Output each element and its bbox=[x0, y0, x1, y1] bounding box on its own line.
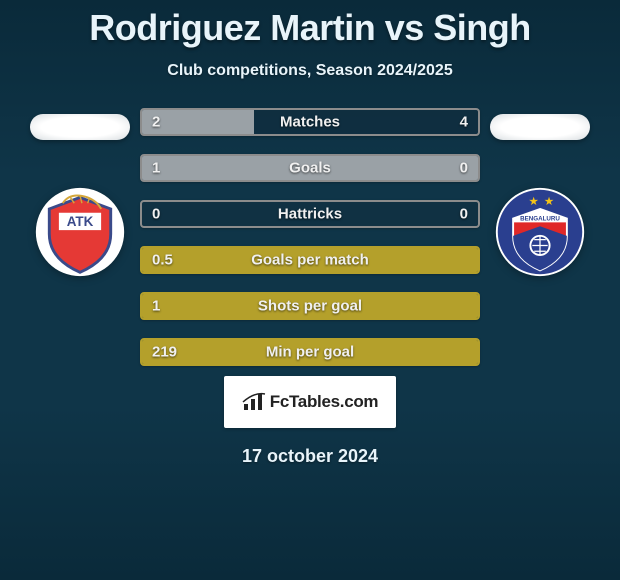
chart-area: ATK 2 4 Matches 1 0 Goals 0 0 Hattricks 0.5 Goals … bbox=[0, 108, 620, 366]
stat-value-left: 1 bbox=[152, 297, 160, 314]
bars-container: 2 4 Matches 1 0 Goals 0 0 Hattricks 0.5 Goals per … bbox=[140, 108, 480, 366]
stat-label: Goals bbox=[289, 159, 331, 176]
stat-row: 0.5 Goals per match bbox=[140, 246, 480, 274]
stat-label: Matches bbox=[280, 113, 340, 130]
stat-value-left: 1 bbox=[152, 159, 160, 176]
right-side: ★ ★ BENGALURU bbox=[480, 108, 600, 280]
stat-value-left: 0.5 bbox=[152, 251, 173, 268]
infographic-root: Rodriguez Martin vs Singh Club competiti… bbox=[0, 0, 620, 580]
chart-icon bbox=[242, 392, 266, 412]
page-title: Rodriguez Martin vs Singh bbox=[89, 8, 531, 48]
pill-right bbox=[490, 114, 590, 140]
stat-label: Min per goal bbox=[266, 343, 354, 360]
team-right-label: BENGALURU bbox=[520, 215, 560, 222]
stat-row: 1 0 Goals bbox=[140, 154, 480, 182]
stat-value-left: 0 bbox=[152, 205, 160, 222]
svg-text:★: ★ bbox=[528, 196, 538, 208]
stat-label: Goals per match bbox=[251, 251, 369, 268]
source-logo-text: FcTables.com bbox=[270, 392, 379, 412]
stat-row: 219 Min per goal bbox=[140, 338, 480, 366]
date-text: 17 october 2024 bbox=[242, 446, 378, 467]
team-left-badge: ATK bbox=[32, 184, 128, 280]
stat-value-left: 219 bbox=[152, 343, 177, 360]
pill-left bbox=[30, 114, 130, 140]
svg-text:★: ★ bbox=[544, 196, 554, 208]
team-left-label: ATK bbox=[67, 214, 94, 229]
stat-value-right: 0 bbox=[460, 205, 468, 222]
source-logo-panel: FcTables.com bbox=[224, 376, 396, 428]
stat-value-right: 0 bbox=[460, 159, 468, 176]
stat-row: 2 4 Matches bbox=[140, 108, 480, 136]
subtitle: Club competitions, Season 2024/2025 bbox=[167, 62, 452, 80]
stat-label: Hattricks bbox=[278, 205, 342, 222]
stat-row: 1 Shots per goal bbox=[140, 292, 480, 320]
team-right-badge: ★ ★ BENGALURU bbox=[492, 184, 588, 280]
stat-row: 0 0 Hattricks bbox=[140, 200, 480, 228]
stat-label: Shots per goal bbox=[258, 297, 362, 314]
stat-value-right: 4 bbox=[460, 113, 468, 130]
left-side: ATK bbox=[20, 108, 140, 280]
stat-value-left: 2 bbox=[152, 113, 160, 130]
